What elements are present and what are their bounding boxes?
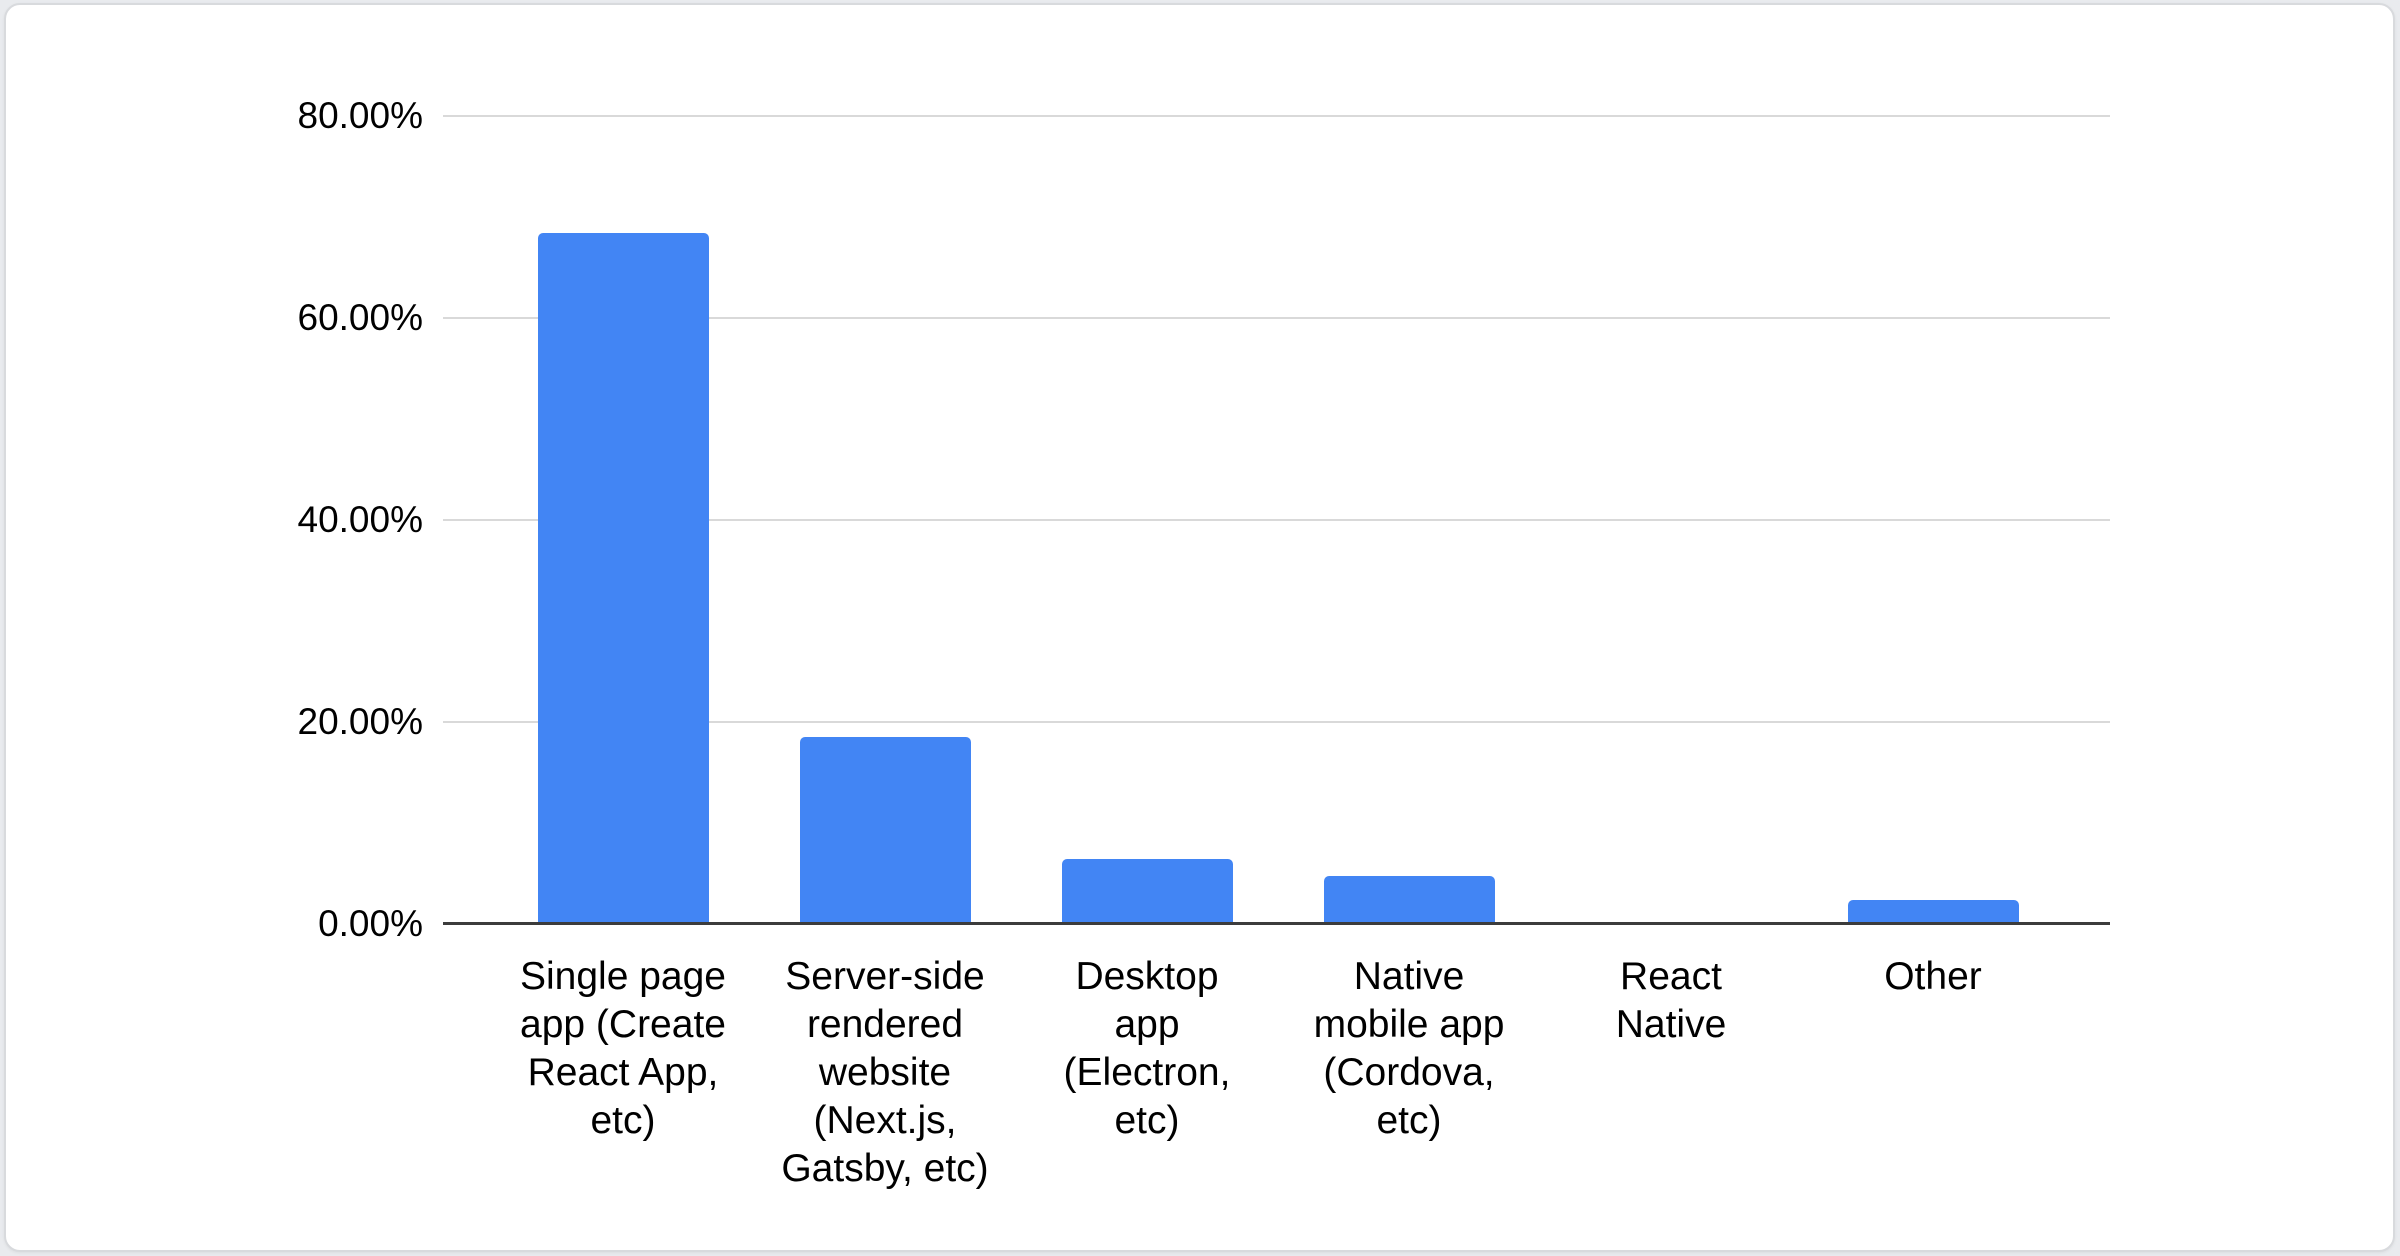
plot-area bbox=[443, 115, 2110, 925]
gridline bbox=[443, 519, 2110, 521]
x-category-label: Server-side rendered website (Next.js, G… bbox=[781, 955, 989, 1190]
bar-2 bbox=[799, 737, 971, 924]
y-tick-label: 80.00% bbox=[297, 95, 424, 136]
y-tick-label: 20.00% bbox=[297, 701, 424, 742]
x-category-label: Native mobile app (Cordova, etc) bbox=[1313, 955, 1505, 1142]
gridline bbox=[443, 317, 2110, 319]
x-category-label: Single page app (Create React App, etc) bbox=[519, 955, 726, 1142]
chart-card: 80.00% 60.00% 40.00% 20.00% 0.00% Single pag… bbox=[4, 3, 2395, 1252]
x-category-label: Desktop app (Electron, etc) bbox=[1063, 955, 1231, 1142]
bar-1 bbox=[537, 233, 709, 924]
bar-6 bbox=[1847, 900, 2019, 924]
y-tick-label: 0.00% bbox=[318, 903, 423, 944]
x-axis-line bbox=[443, 922, 2110, 925]
gridline bbox=[443, 721, 2110, 723]
y-tick-label: 40.00% bbox=[297, 499, 424, 540]
gridline bbox=[443, 115, 2110, 117]
bar-4 bbox=[1323, 876, 1495, 924]
bar-3 bbox=[1061, 859, 1233, 924]
x-category-label: React Native bbox=[1615, 955, 1727, 1046]
x-category-label: Other bbox=[1884, 955, 1982, 998]
y-tick-label: 60.00% bbox=[297, 297, 424, 338]
